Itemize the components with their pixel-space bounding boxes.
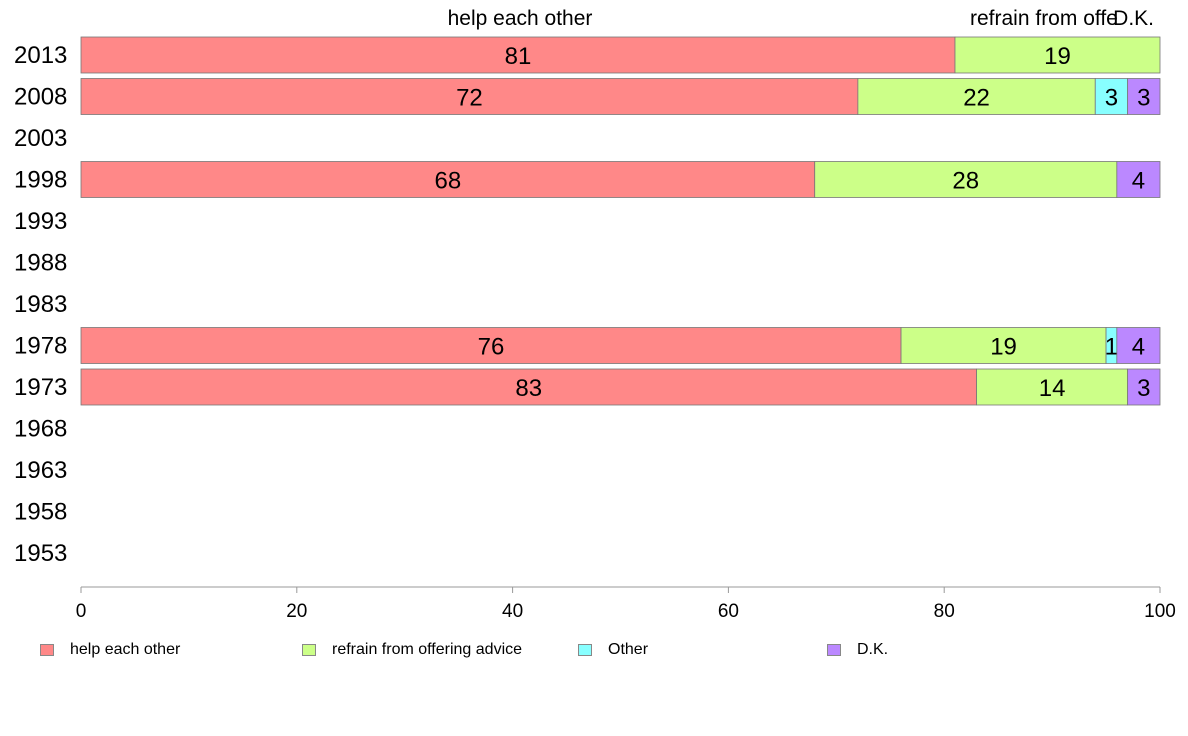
- x-tick-label-100: 100: [1144, 601, 1176, 622]
- bar-label-1978-2: 1: [1105, 334, 1118, 361]
- year-label-1953: 1953: [14, 540, 67, 567]
- legend-item-2: Other: [578, 640, 648, 660]
- legend-item-0: help each other: [40, 640, 180, 660]
- bar-label-2013-0: 81: [505, 43, 532, 70]
- bar-segment-2013-0: [80, 36, 956, 74]
- year-label-2008: 2008: [14, 84, 67, 111]
- bar-label-2013-1: 19: [1044, 43, 1071, 70]
- legend-swatch-0: [40, 644, 54, 656]
- legend-swatch-1: [302, 644, 316, 656]
- bar-segment-2008-2: [1094, 78, 1129, 115]
- year-label-1968: 1968: [14, 416, 67, 443]
- bar-label-2008-0: 72: [456, 85, 483, 112]
- year-label-1993: 1993: [14, 208, 67, 235]
- bar-label-2008-2: 3: [1105, 85, 1118, 112]
- bar-label-1973-0: 83: [515, 375, 542, 402]
- top-label-1: refrain from offe: [970, 7, 1118, 30]
- bar-segment-1973-3: [1127, 368, 1161, 406]
- bar-segment-1998-0: [80, 161, 816, 198]
- year-label-2013: 2013: [14, 42, 67, 69]
- bar-segment-1973-1: [976, 368, 1129, 406]
- year-label-1963: 1963: [14, 457, 67, 484]
- year-labels: 2013 2008 2003 1998 1993 1988 1983 1978 1973 1968…: [14, 42, 67, 567]
- bar-label-1998-3: 4: [1132, 168, 1145, 195]
- bar-label-1978-0: 76: [478, 334, 505, 361]
- bar-segment-2013-1: [954, 36, 1161, 74]
- legend: help each other refrain from offering adv…: [40, 640, 1160, 662]
- bar-label-1973-1: 14: [1039, 375, 1066, 402]
- legend-swatch-3: [827, 644, 841, 656]
- x-tick-label-0: 0: [76, 601, 87, 622]
- year-label-1958: 1958: [14, 499, 67, 526]
- year-label-2003: 2003: [14, 125, 67, 152]
- x-tick-label-20: 20: [286, 601, 307, 622]
- bar-segment-1978-3: [1116, 327, 1161, 364]
- top-label-2: D.K.: [1113, 7, 1154, 30]
- bar-segment-1998-3: [1116, 161, 1161, 198]
- bar-label-2008-1: 22: [963, 85, 990, 112]
- bar-segment-1978-0: [80, 327, 902, 364]
- legend-label-3: D.K.: [857, 641, 889, 658]
- x-axis: 0 20 40 60 80 100: [76, 586, 1176, 622]
- x-tick-label-40: 40: [502, 601, 523, 622]
- year-label-1978: 1978: [14, 333, 67, 360]
- bar-segment-1973-0: [80, 368, 977, 406]
- x-tick-label-80: 80: [934, 601, 955, 622]
- legend-item-1: refrain from offering advice: [302, 640, 522, 660]
- bar-label-1978-1: 19: [990, 334, 1017, 361]
- top-label-0: help each other: [448, 7, 593, 30]
- legend-swatch-2: [578, 644, 592, 656]
- x-tick-label-60: 60: [718, 601, 739, 622]
- bar-segment-2008-0: [80, 78, 859, 115]
- bar-label-1973-3: 3: [1137, 375, 1150, 402]
- legend-label-2: Other: [608, 641, 649, 658]
- bar-segment-2008-3: [1127, 78, 1161, 115]
- legend-item-3: D.K.: [827, 640, 888, 660]
- bar-label-1978-3: 4: [1132, 334, 1145, 361]
- year-label-1988: 1988: [14, 250, 67, 277]
- bar-label-1998-1: 28: [952, 168, 979, 195]
- year-label-1983: 1983: [14, 291, 67, 318]
- bar-label-1998-0: 68: [435, 168, 462, 195]
- year-label-1998: 1998: [14, 167, 67, 194]
- year-label-1973: 1973: [14, 374, 67, 401]
- bar-label-2008-3: 3: [1137, 85, 1150, 112]
- legend-label-0: help each other: [70, 641, 181, 658]
- legend-label-1: refrain from offering advice: [332, 641, 523, 658]
- bar-segment-1998-1: [814, 161, 1118, 198]
- bar-segment-2008-1: [857, 78, 1096, 115]
